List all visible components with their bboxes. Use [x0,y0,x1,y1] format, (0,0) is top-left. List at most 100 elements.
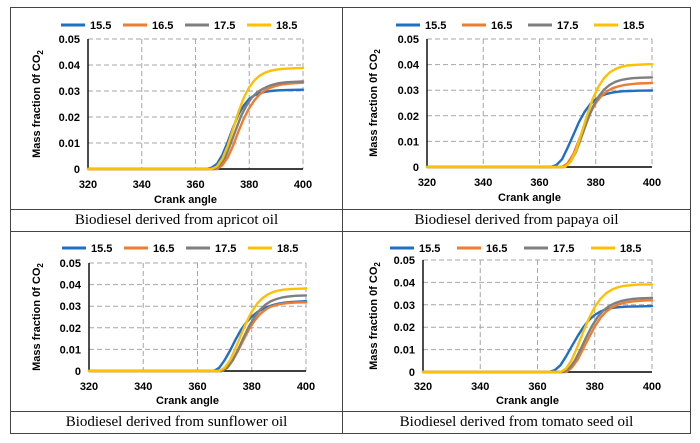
caption-sunflower: Biodiesel derived from sunflower oil [10,411,343,434]
x-tick-label: 340 [133,179,151,191]
y-tick-label: 0.04 [398,60,420,72]
chart-sunflower: 0 0.01 0.02 0.03 0.04 0.05 320 340 360 380 400 15.5… [31,243,315,407]
x-tick-label: 380 [586,381,604,393]
x-tick-label: 360 [530,177,548,189]
y-tick-label: 0.05 [398,34,419,46]
series-line-18-5 [87,287,308,373]
y-tick-label: 0 [75,366,81,378]
y-tick-label: 0.04 [394,277,416,289]
x-tick-label: 320 [414,381,432,393]
y-tick-label: 0.01 [59,138,80,150]
legend-label: 18.5 [623,20,644,32]
y-tick-label: 0 [74,164,80,176]
legend-label: 15.5 [419,243,440,255]
x-tick-label: 360 [188,381,206,393]
y-tick-label: 0.04 [60,280,82,292]
chart-panel-sunflower: 0 0.01 0.02 0.03 0.04 0.05 320 340 360 380 400 15.5… [10,231,343,412]
y-tick-label: 0.05 [59,34,80,46]
series-line-16-5 [86,81,305,171]
y-axis-title-subscript: 2 [36,50,45,55]
series-line-18-5 [421,283,654,374]
y-axis-title-subscript: 2 [36,263,45,268]
y-tick-label: 0 [409,367,415,379]
y-tick-label: 0.03 [59,86,80,98]
y-axis-title-main: Mass fraction 0f CO [368,266,380,370]
legend-label: 16.5 [152,20,173,32]
y-tick-label: 0.04 [59,60,81,72]
x-tick-label: 380 [243,381,261,393]
series-line-15-5 [421,304,654,374]
series-line-17-5 [87,294,308,373]
x-tick-label: 340 [471,381,489,393]
series-line-16-5 [421,299,654,374]
legend-label: 18.5 [276,20,297,32]
y-axis-title-main: Mass fraction 0f CO [31,54,43,158]
y-tick-label: 0.01 [60,344,81,356]
x-tick-label: 320 [418,177,436,189]
caption-papaya: Biodiesel derived from papaya oil [342,209,691,232]
y-axis-title-main: Mass fraction 0f CO [368,53,380,157]
x-tick-label: 400 [643,177,661,189]
series-line-18-5 [86,66,305,171]
series-line-16-5 [425,81,654,169]
x-tick-label: 400 [294,179,312,191]
legend-label: 16.5 [486,243,507,255]
x-axis-title: Crank angle [156,395,219,407]
caption-apricot: Biodiesel derived from apricot oil [10,209,343,232]
y-tick-label: 0.03 [398,85,419,97]
caption-tomato: Biodiesel derived from tomato seed oil [342,411,691,434]
y-tick-label: 0.01 [394,345,415,357]
x-tick-label: 380 [587,177,605,189]
x-tick-label: 400 [297,381,315,393]
series-line-17-5 [86,80,305,171]
chart-papaya: 0 0.01 0.02 0.03 0.04 0.05 320 340 360 380 400 15.5… [368,20,661,204]
y-tick-label: 0.02 [59,112,80,124]
x-tick-label: 340 [474,177,492,189]
y-tick-label: 0.01 [398,136,419,148]
x-tick-label: 360 [186,179,204,191]
x-axis-title: Crank angle [498,192,561,204]
legend-label: 15.5 [90,20,111,32]
x-tick-label: 360 [528,381,546,393]
x-tick-label: 320 [80,381,98,393]
legend-label: 16.5 [491,20,512,32]
y-tick-label: 0.03 [60,301,81,313]
x-axis-title: Crank angle [154,194,217,206]
chart-panel-apricot: 0 0.01 0.02 0.03 0.04 0.05 320 340 360 380 400 15.5… [10,7,343,210]
series-line-18-5 [425,62,654,169]
y-tick-label: 0.03 [394,300,415,312]
x-tick-label: 340 [134,381,152,393]
y-tick-label: 0 [413,162,419,174]
chart-apricot: 0 0.01 0.02 0.03 0.04 0.05 320 340 360 380 400 15.5… [31,20,312,206]
y-axis-title: Mass fraction 0f CO2 [368,262,382,370]
x-axis-title: Crank angle [496,395,559,407]
y-tick-label: 0.02 [60,323,81,335]
y-tick-label: 0.05 [394,255,415,267]
legend-label: 17.5 [215,243,236,255]
y-axis-title-subscript: 2 [373,262,382,267]
chart-panel-papaya: 0 0.01 0.02 0.03 0.04 0.05 320 340 360 380 400 15.5… [342,7,691,210]
legend-label: 17.5 [214,20,235,32]
legend-label: 17.5 [553,243,574,255]
x-tick-label: 400 [643,381,661,393]
series-line-15-5 [86,88,305,171]
y-axis-title: Mass fraction 0f CO2 [31,50,45,158]
legend-label: 18.5 [620,243,641,255]
legend-label: 15.5 [91,243,112,255]
x-tick-label: 320 [79,179,97,191]
y-axis-title-subscript: 2 [373,49,382,54]
y-tick-label: 0.02 [394,322,415,334]
x-tick-label: 380 [240,179,258,191]
legend-label: 15.5 [425,20,446,32]
chart-panel-tomato: 0 0.01 0.02 0.03 0.04 0.05 320 340 360 380 400 15.5… [342,231,691,412]
legend-label: 16.5 [153,243,174,255]
legend-label: 18.5 [277,243,298,255]
series-line-17-5 [421,296,654,374]
y-axis-title: Mass fraction 0f CO2 [31,263,45,371]
y-axis-title-main: Mass fraction 0f CO [31,267,43,371]
chart-tomato: 0 0.01 0.02 0.03 0.04 0.05 320 340 360 380 400 15.5… [368,243,661,407]
legend-label: 17.5 [557,20,578,32]
y-tick-label: 0.05 [60,258,81,270]
y-axis-title: Mass fraction 0f CO2 [368,49,382,157]
